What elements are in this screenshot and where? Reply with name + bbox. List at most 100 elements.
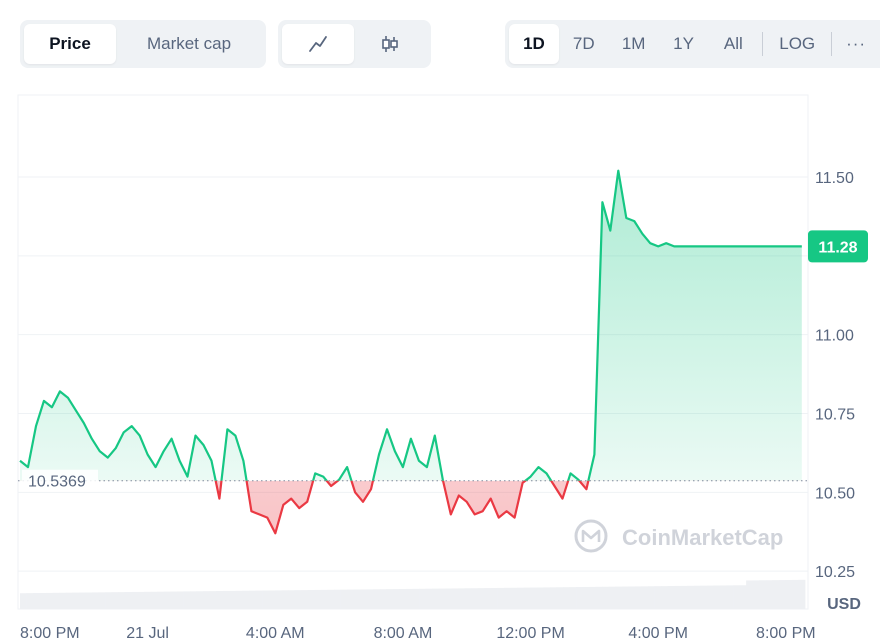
range-all[interactable]: All [723, 34, 743, 53]
volume-bar [484, 588, 492, 609]
y-tick-label: 10.50 [815, 485, 855, 502]
volume-bar [72, 592, 80, 609]
volume-bar [510, 587, 518, 609]
volume-bar [419, 588, 426, 609]
chart-type-toggle [278, 20, 431, 68]
volume-bar [268, 590, 276, 609]
volume-bar [105, 592, 112, 609]
volume-bar [288, 590, 296, 609]
candlestick-button[interactable] [354, 24, 426, 64]
volume-bar [157, 591, 165, 609]
volume-bar [464, 588, 472, 609]
volume-bar [582, 586, 590, 609]
y-tick-label: 11.00 [815, 328, 854, 345]
volume-bar [392, 589, 400, 609]
volume-bar [26, 593, 34, 609]
volume-bar [543, 587, 551, 609]
volume-bar [20, 593, 27, 609]
y-tick-label: 10.25 [815, 564, 855, 581]
watermark-text: CoinMarketCap [622, 525, 783, 550]
volume-bar [111, 592, 119, 609]
volume-bar [654, 586, 662, 609]
volume-bar [196, 591, 204, 609]
volume-bar [379, 589, 387, 609]
chart-toolbar: Price Market cap 1D 7D 1M 1Y All LOG ··· [0, 20, 880, 68]
volume-bar [33, 593, 41, 609]
volume-bar [648, 586, 655, 609]
range-selector: 1D 7D 1M 1Y All LOG ··· [505, 20, 880, 68]
x-tick-label: 8:00 PM [20, 625, 80, 641]
volume-bar [229, 590, 237, 609]
volume-bar [595, 586, 603, 609]
volume-bar [183, 591, 191, 609]
market-cap-tab[interactable]: Market cap [146, 34, 232, 53]
volume-bar [131, 591, 139, 609]
volume-bar [39, 592, 47, 609]
volume-bar [405, 588, 413, 609]
area-above-baseline [20, 170, 802, 481]
volume-bar [759, 580, 767, 609]
volume-bar [137, 591, 145, 609]
volume-bar [307, 590, 315, 609]
log-scale-button[interactable]: LOG [779, 34, 816, 53]
volume-bar [667, 586, 675, 609]
volume-bar [334, 589, 341, 609]
range-7d[interactable]: 7D [572, 34, 595, 53]
volume-bar [700, 585, 708, 609]
volume-bar [150, 591, 158, 609]
baseline-label: 10.5369 [28, 474, 86, 491]
volume-bar [314, 589, 322, 609]
volume-bar [602, 586, 610, 609]
line-chart-button[interactable] [282, 24, 354, 64]
x-tick-label: 4:00 AM [246, 625, 305, 641]
range-1m[interactable]: 1M [621, 34, 646, 53]
volume-bar [504, 587, 512, 609]
volume-bar [275, 590, 283, 609]
volume-bar [432, 588, 440, 609]
price-tab[interactable]: Price [24, 24, 116, 64]
volume-bar [360, 589, 368, 609]
volume-bar [523, 587, 531, 609]
volume-bar [641, 586, 649, 609]
x-axis: 8:00 PM 21 Jul 4:00 AM 8:00 AM 12:00 PM 4:00 … [20, 625, 816, 641]
volume-bar [386, 589, 394, 609]
volume-bar [327, 589, 335, 609]
volume-bar [608, 586, 616, 609]
volume-bar [621, 586, 629, 609]
range-1d[interactable]: 1D [509, 24, 559, 64]
volume-bar [726, 585, 734, 609]
range-1y[interactable]: 1Y [673, 34, 694, 53]
volume-bar [661, 586, 669, 609]
x-tick-label: 12:00 PM [496, 625, 564, 641]
coinmarketcap-logo-icon [581, 529, 601, 542]
volume-bar [693, 585, 701, 609]
volume-bar [91, 592, 99, 609]
volume-bar [373, 589, 381, 609]
volume-bar [366, 589, 374, 609]
volume-bar [222, 590, 230, 609]
volume-bar [248, 590, 256, 609]
volume-bar [778, 580, 786, 609]
volume-bar [687, 585, 695, 609]
volume-bar [562, 587, 570, 609]
volume-bar [674, 585, 682, 609]
volume-bar [477, 588, 485, 609]
volume-bar [438, 588, 446, 609]
volume-bar [628, 586, 636, 609]
volume-bar [203, 591, 211, 609]
volume-bar [791, 579, 799, 609]
volume-bar [209, 591, 217, 609]
volume-bar [772, 580, 780, 609]
volume-bar [177, 591, 184, 609]
volume-bar [242, 590, 250, 609]
volume-bar [340, 589, 348, 609]
more-options-button[interactable]: ··· [846, 34, 867, 53]
baseline-label-bg [22, 469, 98, 492]
volume-bar [425, 588, 433, 609]
volume-bar [549, 587, 557, 609]
x-tick-label: 21 Jul [126, 625, 169, 641]
volume-bar [170, 591, 178, 609]
volume-bar [85, 592, 93, 609]
volume-bar [530, 587, 538, 609]
